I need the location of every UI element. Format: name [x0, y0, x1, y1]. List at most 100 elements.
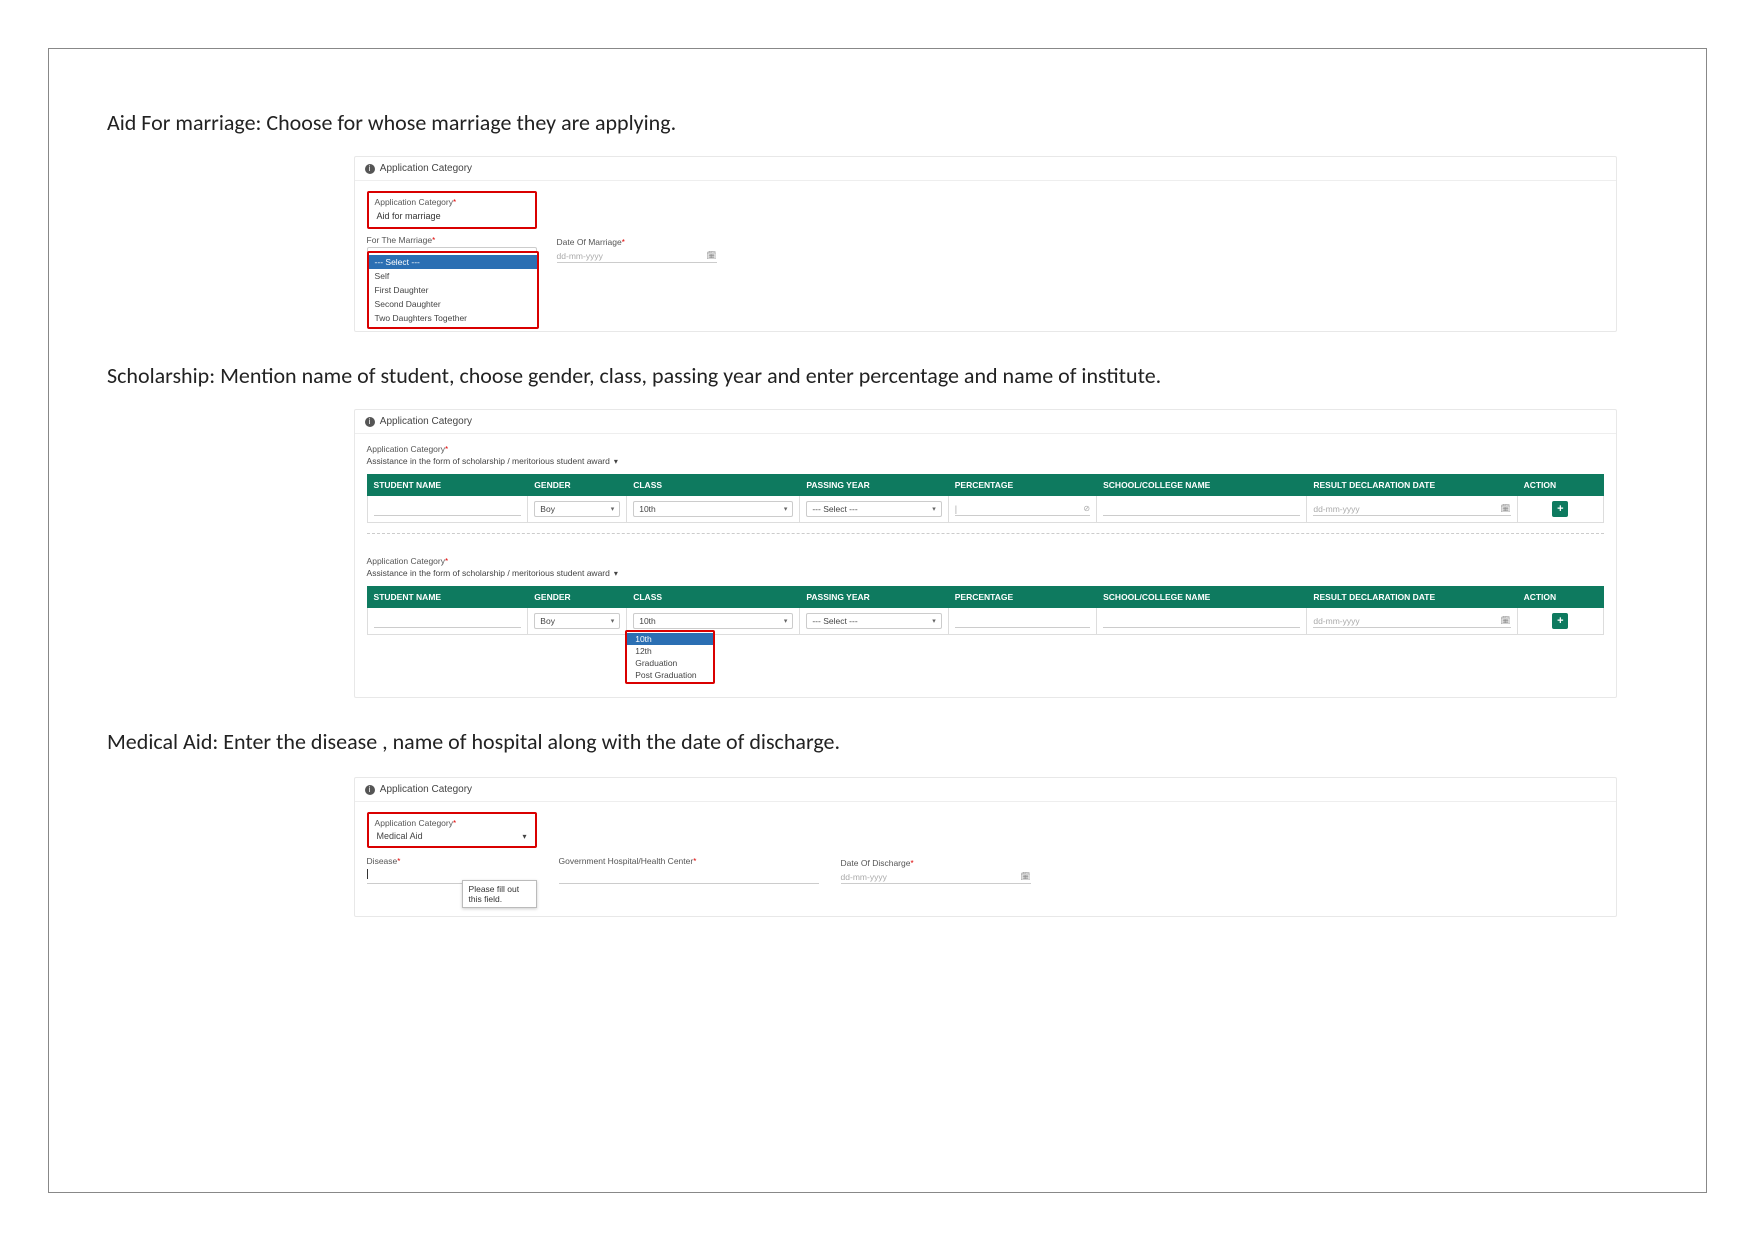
student-name-input[interactable]: [374, 614, 522, 628]
app-category-label: Application Category: [375, 197, 529, 207]
col-class: CLASS: [627, 475, 800, 496]
app-category-value: Medical Aid: [377, 831, 423, 841]
passing-year-value: --- Select ---: [812, 504, 857, 514]
screenshot-medical: i Application Category Application Categ…: [354, 777, 1618, 917]
col-student-name: STUDENT NAME: [367, 587, 528, 608]
chevron-down-icon: ▾: [784, 505, 788, 513]
dropdown-option[interactable]: 10th: [627, 633, 713, 645]
result-date-input[interactable]: dd-mm-yyyy 🗓: [1313, 614, 1510, 628]
passing-year-select[interactable]: --- Select --- ▾: [806, 501, 941, 517]
panel-header: i Application Category: [355, 157, 1617, 181]
app-category-label: Application Category: [367, 556, 1605, 566]
calendar-icon: 🗓: [706, 251, 716, 260]
col-class: CLASS: [627, 587, 800, 608]
col-school: SCHOOL/COLLEGE NAME: [1097, 475, 1307, 496]
instruction-medical: Medical Aid: Enter the disease , name of…: [107, 728, 1648, 755]
gender-value: Boy: [540, 504, 555, 514]
date-placeholder: dd-mm-yyyy: [557, 251, 603, 261]
hospital-input[interactable]: [559, 868, 819, 884]
col-passing-year: PASSING YEAR: [800, 475, 948, 496]
app-category-value: Aid for marriage: [375, 209, 529, 223]
app-category-value: Assistance in the form of scholarship / …: [367, 568, 610, 578]
chevron-down-icon: ▾: [611, 505, 615, 513]
dropdown-option[interactable]: First Daughter: [369, 283, 537, 297]
panel-header-text: Application Category: [380, 784, 472, 795]
screenshot-scholarship: i Application Category Application Categ…: [354, 409, 1618, 698]
calendar-icon: 🗓: [1500, 504, 1510, 513]
instruction-scholarship: Scholarship: Mention name of student, ch…: [107, 362, 1648, 389]
panel-header-text: Application Category: [380, 163, 472, 174]
scholarship-table-2: STUDENT NAME GENDER CLASS PASSING YEAR P…: [367, 586, 1605, 635]
app-category-label: Application Category: [375, 818, 529, 828]
col-result-date: RESULT DECLARATION DATE: [1307, 475, 1517, 496]
table-row: Boy ▾ 10th ▾ 10th: [367, 608, 1604, 635]
disease-label: Disease: [367, 856, 537, 866]
app-category-value: Assistance in the form of scholarship / …: [367, 456, 610, 466]
passing-year-value: --- Select ---: [812, 616, 857, 626]
for-marriage-label: For The Marriage: [367, 235, 537, 245]
school-name-input[interactable]: [1103, 614, 1300, 628]
passing-year-select[interactable]: --- Select --- ▾: [806, 613, 941, 629]
date-of-marriage-input[interactable]: dd-mm-yyyy 🗓: [557, 249, 717, 263]
col-passing-year: PASSING YEAR: [800, 587, 948, 608]
col-school: SCHOOL/COLLEGE NAME: [1097, 587, 1307, 608]
col-gender: GENDER: [528, 587, 627, 608]
date-placeholder: dd-mm-yyyy: [1313, 504, 1359, 514]
hospital-label: Government Hospital/Health Center: [559, 856, 819, 866]
screenshot-marriage: i Application Category Application Categ…: [354, 156, 1618, 332]
col-student-name: STUDENT NAME: [367, 475, 528, 496]
panel-header: i Application Category: [355, 410, 1617, 434]
instruction-marriage: Aid For marriage: Choose for whose marri…: [107, 109, 1648, 136]
chevron-down-icon: ▾: [932, 505, 936, 513]
calendar-icon: 🗓: [1500, 616, 1510, 625]
dropdown-option[interactable]: Self: [369, 269, 537, 283]
calendar-icon: 🗓: [1020, 872, 1030, 881]
panel-header: i Application Category: [355, 778, 1617, 802]
info-icon: i: [365, 164, 375, 174]
col-action: ACTION: [1517, 587, 1604, 608]
table-row: Boy ▾ 10th ▾: [367, 496, 1604, 523]
gender-select[interactable]: Boy ▾: [534, 613, 620, 629]
school-name-input[interactable]: [1103, 502, 1300, 516]
text-caret: [367, 869, 368, 879]
class-dropdown[interactable]: 10th 12th Graduation Post Graduation: [625, 630, 715, 684]
class-select[interactable]: 10th ▾: [633, 613, 793, 629]
col-percentage: PERCENTAGE: [948, 587, 1096, 608]
dropdown-option[interactable]: --- Select ---: [369, 255, 537, 269]
validation-tooltip: Please fill out this field.: [462, 880, 537, 908]
for-marriage-dropdown[interactable]: --- Select --- Self First Daughter Secon…: [367, 251, 539, 329]
dropdown-option[interactable]: Graduation: [627, 657, 713, 669]
add-row-button[interactable]: +: [1552, 501, 1568, 517]
panel-header-text: Application Category: [380, 416, 472, 427]
percentage-input[interactable]: | ⊘: [955, 502, 1090, 516]
info-icon: i: [365, 785, 375, 795]
col-percentage: PERCENTAGE: [948, 475, 1096, 496]
date-of-marriage-label: Date Of Marriage: [557, 237, 717, 247]
chevron-down-icon: ▾: [523, 832, 527, 841]
app-category-label: Application Category: [367, 444, 1605, 454]
percentage-input[interactable]: [955, 614, 1090, 628]
info-icon: i: [365, 417, 375, 427]
chevron-down-icon: ▾: [784, 617, 788, 625]
divider: [367, 533, 1605, 546]
chevron-down-icon: ▾: [614, 457, 618, 466]
student-name-input[interactable]: [374, 502, 522, 516]
add-row-button[interactable]: +: [1552, 613, 1568, 629]
dropdown-option[interactable]: Second Daughter: [369, 297, 537, 311]
class-value: 10th: [639, 616, 656, 626]
dropdown-option[interactable]: Post Graduation: [627, 669, 713, 681]
gender-select[interactable]: Boy ▾: [534, 501, 620, 517]
class-select[interactable]: 10th ▾: [633, 501, 793, 517]
col-action: ACTION: [1517, 475, 1604, 496]
col-gender: GENDER: [528, 475, 627, 496]
gender-value: Boy: [540, 616, 555, 626]
date-placeholder: dd-mm-yyyy: [1313, 616, 1359, 626]
discharge-date-input[interactable]: dd-mm-yyyy 🗓: [841, 870, 1031, 884]
dropdown-option[interactable]: Two Daughters Together: [369, 311, 537, 325]
chevron-down-icon: ▾: [611, 617, 615, 625]
result-date-input[interactable]: dd-mm-yyyy 🗓: [1313, 502, 1510, 516]
chevron-down-icon: ▾: [614, 569, 618, 578]
discharge-date-label: Date Of Discharge: [841, 858, 1031, 868]
date-placeholder: dd-mm-yyyy: [841, 872, 887, 882]
dropdown-option[interactable]: 12th: [627, 645, 713, 657]
